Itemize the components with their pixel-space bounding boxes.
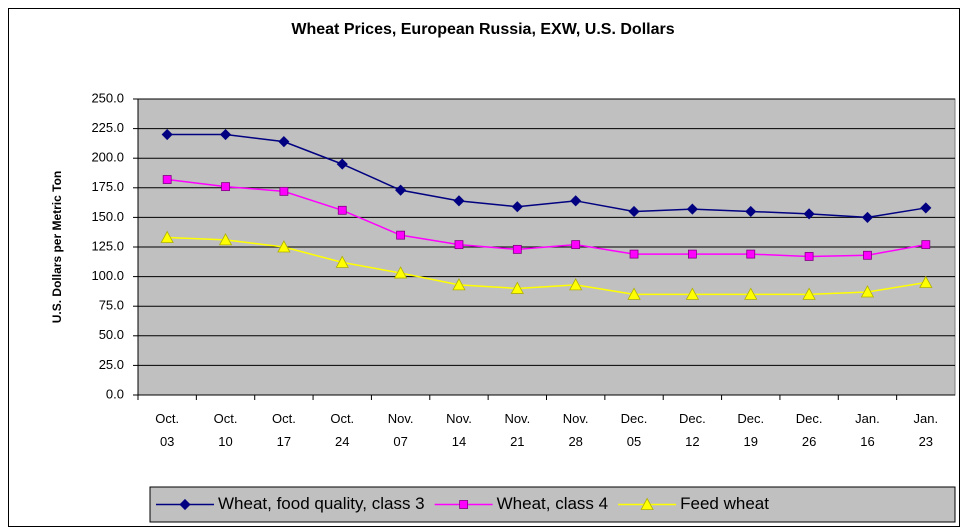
marker <box>570 195 582 207</box>
y-tick-label: 50.0 <box>99 327 124 342</box>
y-tick-label: 25.0 <box>99 357 124 372</box>
x-tick-label: Nov. 14 <box>446 411 472 449</box>
marker <box>860 285 875 298</box>
x-tick-label: Dec. 19 <box>737 411 764 449</box>
x-tick-label: Nov. 28 <box>563 411 589 449</box>
marker <box>687 249 697 259</box>
legend-label: Wheat, class 4 <box>497 494 609 513</box>
marker <box>453 195 465 207</box>
x-tick-label: Oct. 24 <box>330 411 354 449</box>
x-tick-label: Nov. 07 <box>388 411 414 449</box>
marker <box>160 230 174 243</box>
marker <box>279 186 289 196</box>
marker <box>278 136 290 148</box>
y-tick-label: 250.0 <box>91 90 124 105</box>
line-series <box>167 236 926 296</box>
marker <box>162 175 172 184</box>
x-tick-label: Oct. 03 <box>155 411 179 449</box>
marker <box>685 287 700 300</box>
legend-marker <box>640 497 654 510</box>
y-tick-label: 0.0 <box>106 386 124 401</box>
marker <box>628 205 640 218</box>
marker <box>510 281 524 294</box>
x-tick-label: Jan. 16 <box>855 411 880 449</box>
y-tick-label: 150.0 <box>91 209 124 224</box>
line-series <box>167 133 926 219</box>
marker <box>746 249 756 259</box>
marker <box>221 182 230 192</box>
marker <box>629 249 639 259</box>
marker <box>219 128 232 141</box>
x-tick-label: Jan. 23 <box>914 411 939 449</box>
marker <box>277 240 291 253</box>
marker <box>337 205 347 215</box>
y-tick-label: 175.0 <box>91 179 124 194</box>
legend-box <box>149 486 956 523</box>
marker <box>218 233 233 246</box>
marker <box>686 203 698 215</box>
x-tick-label: Dec. 12 <box>679 411 706 449</box>
marker <box>395 184 407 196</box>
marker <box>803 208 815 220</box>
marker <box>744 287 758 300</box>
marker <box>863 250 872 260</box>
line-series <box>167 178 926 258</box>
marker <box>745 205 757 218</box>
marker <box>452 278 466 291</box>
x-tick-label: Nov. 21 <box>504 411 530 449</box>
marker <box>920 202 932 214</box>
marker <box>627 287 641 300</box>
y-axis-label: U.S. Dollars per Metric Ton <box>50 171 64 323</box>
marker <box>802 287 816 300</box>
marker <box>512 244 522 254</box>
legend-label: Feed wheat <box>680 494 769 513</box>
legend-marker <box>179 498 191 511</box>
marker <box>919 275 933 288</box>
legend-marker <box>459 500 469 509</box>
x-tick-label: Dec. 26 <box>796 411 823 449</box>
marker <box>921 240 931 250</box>
chart-title: Wheat Prices, European Russia, EXW, U.S.… <box>291 21 674 38</box>
y-tick-label: 75.0 <box>99 298 124 313</box>
marker <box>161 128 173 141</box>
y-tick-label: 225.0 <box>91 120 124 135</box>
marker <box>569 278 583 291</box>
marker <box>861 211 874 223</box>
marker <box>804 252 814 261</box>
x-tick-label: Dec. 05 <box>621 411 648 449</box>
y-tick-label: 200.0 <box>91 150 124 165</box>
x-tick-label: Oct. 10 <box>214 411 238 449</box>
marker <box>393 266 408 279</box>
marker <box>335 255 349 268</box>
marker <box>336 158 348 170</box>
marker <box>396 230 406 240</box>
y-tick-label: 100.0 <box>91 268 124 283</box>
marker <box>454 240 464 250</box>
legend-label: Wheat, food quality, class 3 <box>218 494 425 513</box>
marker <box>571 240 581 250</box>
y-tick-label: 125.0 <box>91 238 124 253</box>
x-tick-label: Oct. 17 <box>272 411 296 449</box>
marker <box>511 201 523 213</box>
